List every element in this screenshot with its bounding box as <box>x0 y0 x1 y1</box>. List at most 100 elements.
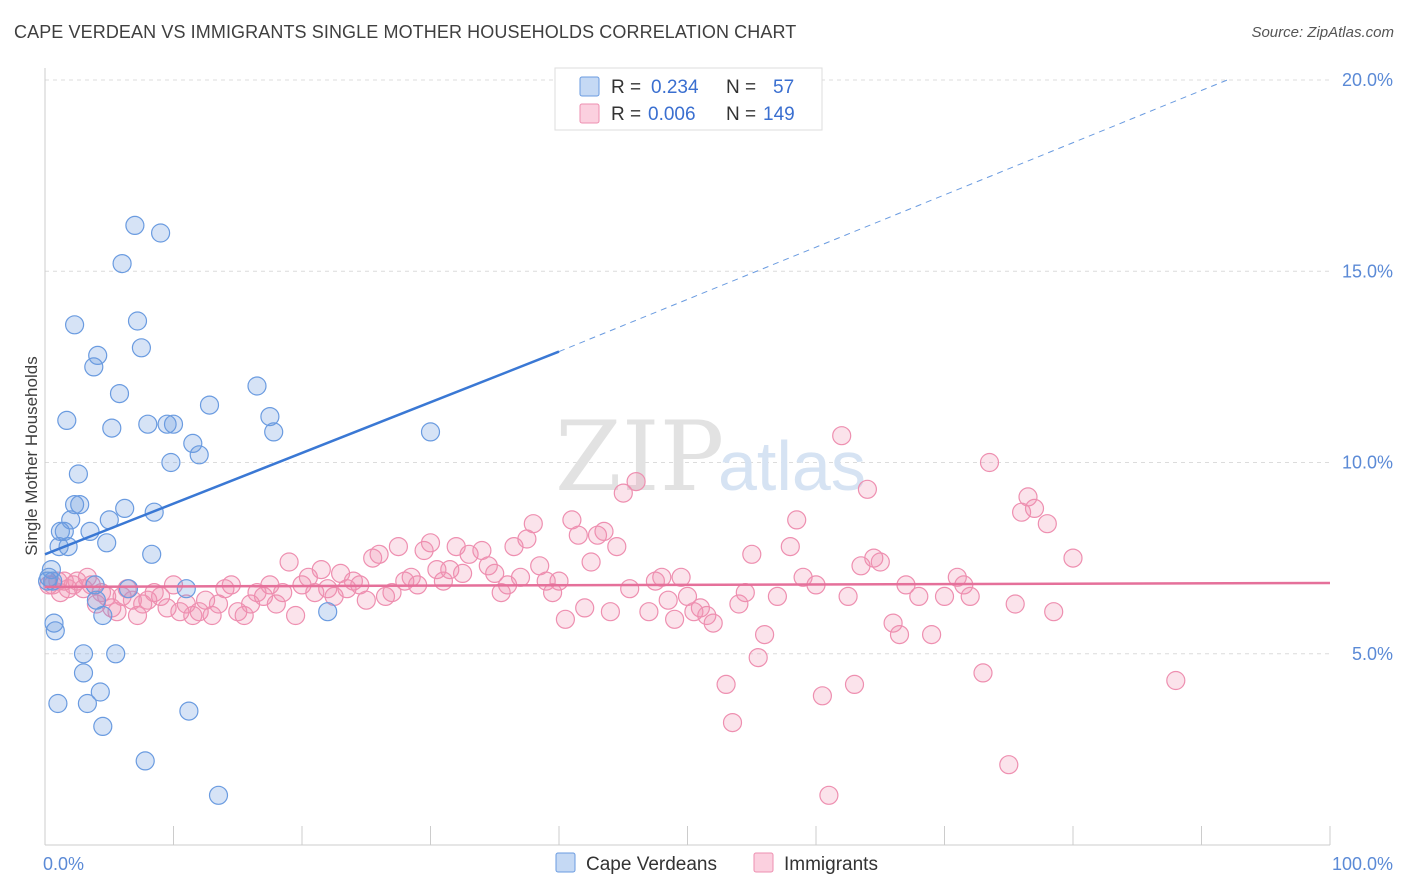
grid-lines <box>45 79 1330 655</box>
point-immigrants-89 <box>581 552 601 572</box>
bottom-legend-immigrants: Immigrants <box>784 854 878 875</box>
point-immigrants-108 <box>716 674 736 695</box>
point-immigrants-116 <box>780 536 800 557</box>
point-immigrants-112 <box>742 544 762 564</box>
point-cape-verdeans-37 <box>127 311 148 331</box>
point-immigrants-139 <box>979 452 1000 473</box>
legend-n-value-2: 149 <box>763 104 795 125</box>
tick-labels: 5.0% 10.0% 15.0% 20.0% 0.0% 100.0% <box>43 70 1393 874</box>
point-immigrants-128 <box>870 552 890 572</box>
legend-swatch-cape-verdeans <box>579 76 600 97</box>
point-immigrants-41 <box>266 594 286 614</box>
point-cape-verdeans-33 <box>112 254 132 274</box>
point-immigrants-140 <box>999 755 1019 775</box>
point-cape-verdeans-41 <box>142 544 162 564</box>
point-immigrants-120 <box>812 686 833 706</box>
point-cape-verdeans-30 <box>102 418 122 438</box>
point-immigrants-121 <box>819 785 839 805</box>
point-immigrants-48 <box>311 559 331 580</box>
point-immigrants-122 <box>832 426 852 446</box>
point-cape-verdeans-13 <box>64 315 85 335</box>
point-cape-verdeans-43 <box>151 223 171 243</box>
point-immigrants-145 <box>1037 514 1057 534</box>
y-tick-label-2: 15.0% <box>1342 261 1393 281</box>
axes <box>44 68 1331 846</box>
point-cape-verdeans-36 <box>125 215 145 235</box>
point-immigrants-75 <box>491 582 511 603</box>
point-immigrants-141 <box>1005 594 1025 614</box>
bottom-legend-swatch-cape-verdeans <box>555 852 576 873</box>
point-immigrants-143 <box>1018 487 1038 507</box>
point-immigrants-31 <box>202 605 222 626</box>
legend-r-value-2: 0.006 <box>648 104 696 125</box>
watermark-atlas: atlas <box>718 427 866 505</box>
point-immigrants-91 <box>594 521 614 542</box>
point-cape-verdeans-47 <box>176 579 196 599</box>
point-cape-verdeans-57 <box>420 422 441 442</box>
point-immigrants-20 <box>133 594 153 614</box>
point-immigrants-134 <box>934 586 955 607</box>
point-immigrants-74 <box>485 563 505 584</box>
trend-line-immigrants <box>44 581 1331 589</box>
point-immigrants-102 <box>671 567 691 587</box>
point-cape-verdeans-5 <box>45 621 65 641</box>
legend-n-label-2: N = <box>726 104 756 125</box>
point-cape-verdeans-32 <box>109 384 130 404</box>
point-immigrants-88 <box>575 598 595 618</box>
point-immigrants-124 <box>844 674 865 695</box>
point-cape-verdeans-50 <box>189 445 209 465</box>
point-immigrants-52 <box>337 579 357 599</box>
point-cape-verdeans-25 <box>90 682 110 702</box>
point-immigrants-107 <box>703 613 723 633</box>
point-cape-verdeans-55 <box>264 422 284 442</box>
point-immigrants-99 <box>652 567 672 587</box>
point-cape-verdeans-34 <box>115 498 135 518</box>
bottom-legend-cape-verdeans: Cape Verdeans <box>586 854 717 875</box>
point-cape-verdeans-51 <box>199 395 220 415</box>
y-tick-label-0: 5.0% <box>1352 644 1393 664</box>
point-immigrants-71 <box>459 544 479 564</box>
point-cape-verdeans-49 <box>183 433 203 453</box>
point-immigrants-65 <box>420 533 441 553</box>
point-immigrants-109 <box>722 712 743 733</box>
point-immigrants-129 <box>883 613 903 633</box>
point-immigrants-43 <box>279 552 299 572</box>
point-cape-verdeans-26 <box>93 716 113 737</box>
point-cape-verdeans-14 <box>64 495 85 515</box>
point-immigrants-106 <box>697 605 717 626</box>
point-immigrants-135 <box>947 567 967 587</box>
point-cape-verdeans-35 <box>118 579 139 599</box>
point-immigrants-113 <box>748 647 768 668</box>
point-immigrants-55 <box>356 590 376 610</box>
point-cape-verdeans-22 <box>85 575 105 595</box>
point-cape-verdeans-52 <box>208 785 229 805</box>
point-immigrants-85 <box>555 609 576 629</box>
point-cape-verdeans-6 <box>48 693 68 714</box>
point-immigrants-83 <box>542 582 563 603</box>
point-cape-verdeans-38 <box>131 338 151 358</box>
point-immigrants-117 <box>787 510 807 530</box>
point-immigrants-73 <box>478 556 498 576</box>
point-immigrants-87 <box>568 525 588 545</box>
bottom-legend-swatch-immigrants <box>753 852 774 873</box>
point-immigrants-114 <box>754 624 775 645</box>
point-immigrants-126 <box>857 479 878 499</box>
point-immigrants-94 <box>613 483 633 503</box>
point-immigrants-80 <box>523 514 543 534</box>
point-cape-verdeans-27 <box>93 605 113 626</box>
y-tick-label-1: 10.0% <box>1342 453 1393 473</box>
point-cape-verdeans-4 <box>44 613 64 633</box>
point-immigrants-68 <box>440 559 460 580</box>
point-cape-verdeans-21 <box>84 357 104 377</box>
point-immigrants-123 <box>838 586 858 607</box>
point-cape-verdeans-45 <box>161 452 181 473</box>
point-cape-verdeans-24 <box>88 345 108 365</box>
point-immigrants-93 <box>607 536 627 557</box>
y-tick-label-3: 20.0% <box>1342 70 1393 90</box>
point-immigrants-18 <box>122 590 142 610</box>
point-immigrants-19 <box>127 605 148 626</box>
point-immigrants-95 <box>620 579 640 599</box>
point-immigrants-105 <box>690 598 711 618</box>
point-immigrants-34 <box>221 575 241 595</box>
point-immigrants-59 <box>382 582 402 603</box>
